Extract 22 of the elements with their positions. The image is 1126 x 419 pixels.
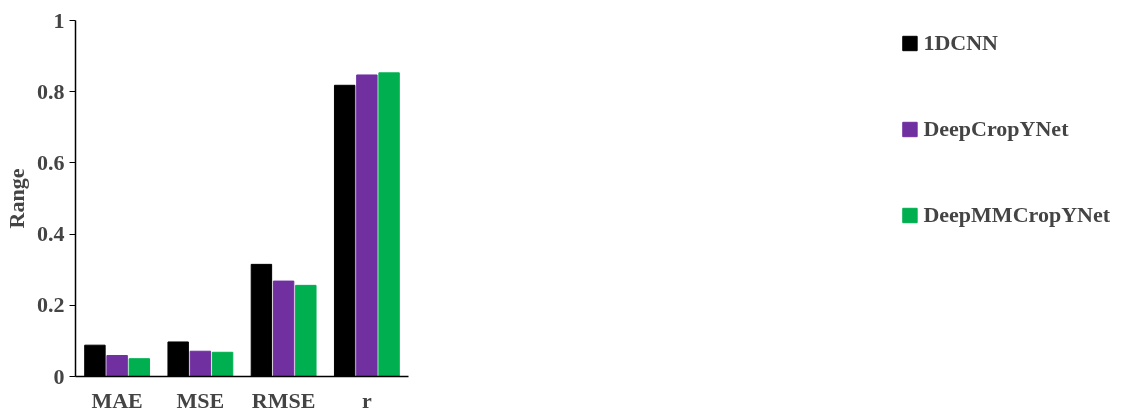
bar [378,72,400,377]
bar [128,358,151,377]
y-tick-label: 1 [53,7,65,33]
bar [272,280,295,377]
bar [211,351,234,377]
bar [295,284,317,377]
legend-label: DeepCropYNet [923,116,1069,142]
legend-label: DeepMMCropYNet [923,202,1110,228]
y-tick-label: 0.6 [37,149,65,175]
x-tick-label: MSE [176,387,225,413]
x-tick-label: RMSE [251,387,316,413]
y-tick-label: 0 [53,363,65,389]
y-axis-title: Range [4,168,29,229]
x-tick-label: r [361,387,372,413]
bar [106,355,128,377]
y-tick-label: 0.4 [37,221,65,247]
bar [189,350,212,377]
y-tick-label: 0.2 [37,292,65,318]
y-tick-label: 0.8 [37,78,65,104]
legend-label: 1DCNN [923,30,999,56]
x-tick-label: MAE [91,387,143,413]
bar [356,74,378,377]
